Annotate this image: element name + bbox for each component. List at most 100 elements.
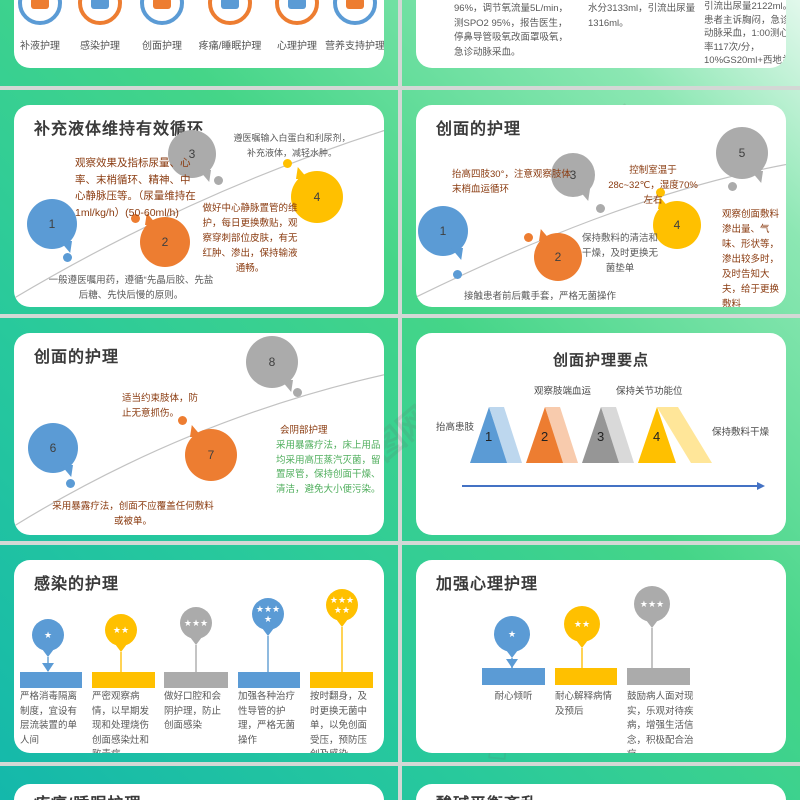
slide-title: 感染的护理: [34, 576, 120, 593]
wound-clean-text: 保持敷料的清洁和干燥，及时更换无菌垫单: [581, 233, 658, 274]
slide-title: 酸碱平衡紊乱: [436, 790, 538, 800]
step-number: 8: [268, 355, 276, 369]
step-number: 2: [161, 235, 169, 249]
category-bar: [92, 672, 155, 688]
balloon-string: [267, 636, 269, 672]
ribbon-step-number: 2: [541, 429, 549, 444]
rating-balloon: ★★★★: [252, 598, 284, 636]
step-bubble: 4: [291, 167, 343, 223]
step-bubble: 8: [246, 336, 298, 392]
icon-glyph: [346, 0, 364, 9]
infection-item-text: 严格消毒隔离制度，宜设有层流装置的单人间: [20, 691, 78, 746]
divider: [398, 0, 402, 800]
step-number: 1: [439, 224, 447, 238]
fluid-principle-text: 一般遵医嘱用药，遵循“先晶后胶、先盐后糖、先快后慢的原则。: [48, 275, 214, 301]
bar-pointer: [42, 663, 54, 672]
star-rating: ★★★★: [255, 604, 281, 624]
star-rating: ★: [507, 629, 517, 639]
infection-item-text: 加强各种治疗性导管的护理，严格无菌操作: [238, 691, 296, 746]
nutrition-care-icon: [333, 0, 377, 25]
rating-balloon: ★★★: [180, 607, 212, 645]
balloon-string: [581, 648, 583, 668]
star-rating: ★★: [112, 625, 130, 635]
step-dot: [63, 253, 72, 262]
balloon-point: [336, 619, 348, 627]
slide-title: 创面的护理: [436, 121, 522, 138]
case-note-col3: 引流出尿量2122ml。患者主诉胸闷，急诊动脉采血，1:00测心率117次/分，…: [704, 1, 786, 66]
nav-label: 补液护理: [20, 41, 60, 52]
slide-pain-sleep-care: 疼痛/睡眠护理: [14, 784, 384, 800]
step-dot: [728, 182, 737, 191]
wound-temp-text: 控制室温于28c~32℃，湿度70%左右: [608, 165, 698, 206]
zigzag-ribbon-chart: [470, 407, 712, 463]
rating-balloon: ★: [32, 619, 64, 657]
icon-glyph: [221, 0, 239, 9]
case-note-col2: 水分3133ml，引流出尿量1316ml。: [588, 3, 696, 29]
step-bubble: 3: [551, 153, 595, 201]
step-dot: [656, 188, 665, 197]
step-bubble: 6: [28, 423, 78, 477]
step-dot: [283, 159, 292, 168]
icon-glyph: [31, 0, 49, 9]
rating-balloon: ★★★★★: [326, 589, 358, 627]
rating-balloon: ★: [494, 616, 530, 658]
slide-psych-care: 加强心理护理 ★ ★★ ★★★ 耐心倾听 耐心解释病情及预后 鼓励病人面对现实，…: [416, 560, 786, 753]
step-number: 4: [673, 218, 681, 232]
step-number: 3: [569, 168, 577, 182]
icon-glyph: [288, 0, 306, 9]
rating-balloon: ★★: [564, 606, 600, 648]
restrain-text: 适当约束肢体，防止无意抓伤。: [122, 393, 199, 419]
icon-glyph: [91, 0, 109, 9]
step-bubble: 7: [185, 425, 237, 481]
fluid-cvc-text: 做好中心静脉置管的维护，每日更换敷贴，观察穿刺部位皮肤，有无红肿、渗出，保持输液…: [202, 203, 298, 274]
step-number: 6: [49, 441, 57, 455]
infection-item-text: 严密观察病情，以早期发现和处理烧伤创面感染灶和败毒症: [92, 691, 150, 753]
point-label-top1: 观察肢端血运: [534, 386, 592, 397]
nav-label: 营养支持护理: [325, 41, 384, 52]
ribbon-step-number: 3: [597, 429, 605, 444]
step-number: 7: [207, 448, 215, 462]
balloon-point: [42, 649, 54, 657]
infection-item-text: 按时翻身，及时更换无菌中单，以免创面受压，预防压创及感染: [310, 691, 368, 753]
category-bar: [238, 672, 300, 688]
balloon-point: [115, 644, 127, 652]
fluid-care-icon: [18, 0, 62, 25]
step-bubble: 2: [140, 213, 190, 267]
step-number: 4: [313, 190, 321, 204]
nav-label: 疼痛/睡眠护理: [198, 41, 262, 52]
infection-care-icon: [78, 0, 122, 25]
wound-observe-text: 观察创面敷料渗出量、气味、形状等，渗出较多时，及时告知大夫，给于更换敷料: [722, 209, 780, 307]
slide-wound-points: 创面护理要点 观察肢端血运 保持关节功能位 抬高患肢 保持敷料干燥 1 2 3 …: [416, 333, 786, 535]
balloon-string: [651, 628, 653, 668]
step-dot: [214, 176, 223, 185]
balloon-point: [190, 637, 202, 645]
slide-case-notes: 96%，调节氧流量5L/min，测SPO2 95%，报告医生，停鼻导管吸氧改面罩…: [416, 0, 786, 68]
balloon-string: [341, 627, 343, 672]
step-bubble: 1: [418, 206, 468, 260]
balloon-string: [195, 645, 197, 672]
flow-arc: [14, 129, 384, 299]
perineal-body: 采用暴露疗法，床上用品均采用高压蒸汽灭菌，留置尿管，保持创面干燥、清洁，避免大小…: [276, 440, 381, 495]
psych-item-text: 耐心倾听: [494, 691, 533, 702]
balloon-point: [262, 628, 274, 636]
case-note-col1: 96%，调节氧流量5L/min，测SPO2 95%，报告医生，停鼻导管吸氧改面罩…: [454, 3, 569, 58]
step-dot: [131, 214, 140, 223]
rating-balloon: ★★: [105, 614, 137, 652]
slide-title: 创面的护理: [34, 349, 120, 366]
step-bubble: 4: [653, 197, 701, 249]
step-bubble: 1: [27, 199, 77, 253]
point-label-left: 抬高患肢: [436, 422, 475, 433]
category-bar: [555, 668, 617, 685]
wound-care-icon: [140, 0, 184, 25]
point-label-top2: 保持关节功能位: [616, 386, 683, 397]
star-rating: ★: [43, 630, 53, 640]
expose-text: 采用暴露疗法，创面不应覆盖任何敷料或被单。: [52, 501, 214, 527]
icon-glyph: [153, 0, 171, 9]
nav-label: 创面护理: [142, 41, 182, 52]
balloon-point: [576, 640, 588, 648]
psych-item-text: 耐心解释病情及预后: [555, 691, 613, 717]
fluid-observe-text: 观察效果及指标尿量、心率、末梢循环、精神、中心静脉压等。（尿量维持在1ml/kg…: [75, 157, 196, 219]
star-rating: ★★★: [183, 618, 209, 628]
wound-gloves-text: 接触患者前后戴手套，严格无菌操作: [464, 291, 617, 302]
step-bubble: 5: [716, 127, 768, 183]
